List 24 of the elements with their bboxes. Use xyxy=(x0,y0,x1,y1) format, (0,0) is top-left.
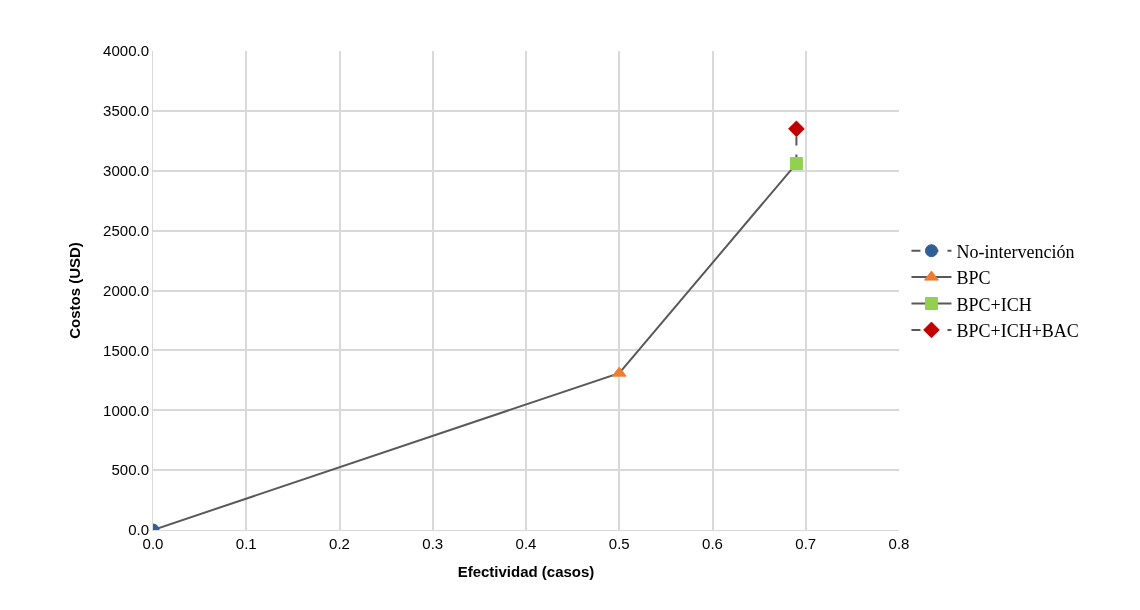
y-tick-label: 3000.0 xyxy=(103,162,149,179)
y-tick-label: 1500.0 xyxy=(103,341,149,359)
x-axis-title: Efectividad (casos) xyxy=(457,563,595,580)
point xyxy=(789,157,803,171)
legend-label: BPC+ICH xyxy=(956,294,1032,315)
x-tick-label: 0.6 xyxy=(702,535,723,552)
y-axis-title: Costos (USD) xyxy=(66,242,84,339)
y-tick-label: 4000.0 xyxy=(103,42,149,60)
x-tick-label: 0.4 xyxy=(515,535,537,552)
x-tick-label: 0.7 xyxy=(795,535,817,552)
x-tick-label: 0.5 xyxy=(608,535,630,552)
x-tick-label: 0.8 xyxy=(888,535,910,552)
y-tick-label: 2500.0 xyxy=(103,221,149,239)
x-tick-label: 0.3 xyxy=(422,535,444,552)
y-tick-label: 2000.0 xyxy=(103,281,149,299)
legend-label: BPC+ICH+BAC xyxy=(956,320,1079,341)
y-tick-label: 1000.0 xyxy=(103,401,149,419)
point xyxy=(788,120,805,138)
legend-label: BPC xyxy=(956,268,991,289)
y-tick-label: 500.0 xyxy=(111,461,149,479)
x-tick-label: 0.1 xyxy=(235,535,257,552)
y-tick-label: 3500.0 xyxy=(103,102,149,120)
x-tick-label: 0.2 xyxy=(329,535,350,552)
legend-label: No-intervención xyxy=(956,241,1075,262)
